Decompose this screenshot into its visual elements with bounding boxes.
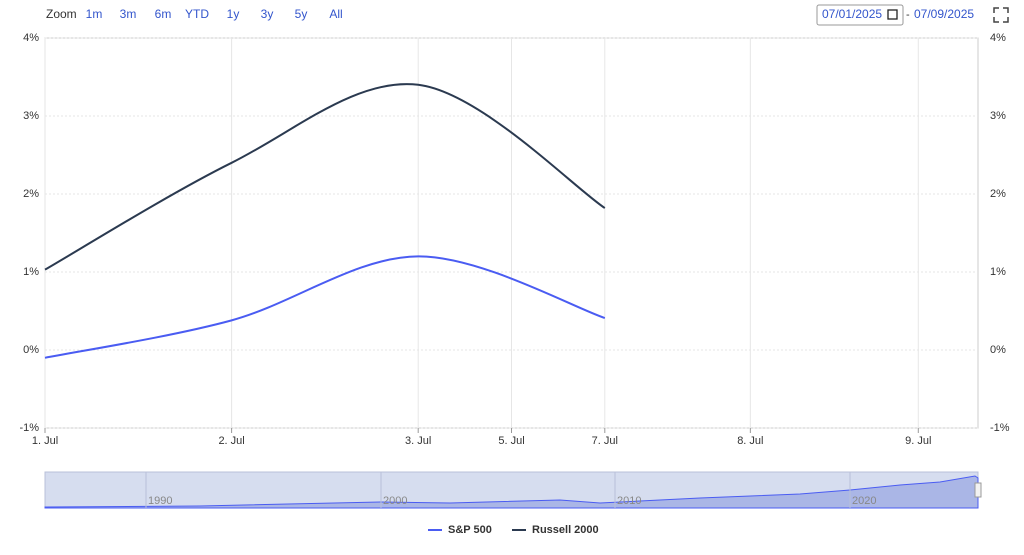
y-tick-label: 2% bbox=[23, 188, 39, 200]
y2-tick-label: 2% bbox=[990, 188, 1006, 200]
y2-tick-label: 4% bbox=[990, 32, 1006, 44]
navigator-label: 1990 bbox=[148, 495, 172, 507]
date-input[interactable] bbox=[816, 4, 904, 26]
y-tick-label: 1% bbox=[23, 266, 39, 278]
x-tick-label: 5. Jul bbox=[498, 435, 524, 447]
y2-tick-label: -1% bbox=[990, 422, 1010, 434]
range-button[interactable]: 5y bbox=[295, 7, 308, 21]
range-button[interactable]: 6m bbox=[155, 7, 172, 21]
legend-label[interactable]: Russell 2000 bbox=[532, 524, 599, 536]
navigator-label: 2000 bbox=[383, 495, 407, 507]
date-separator: - bbox=[906, 9, 910, 21]
range-button[interactable]: All bbox=[329, 7, 342, 21]
y-tick-label: -1% bbox=[19, 422, 39, 434]
fullscreen-icon[interactable] bbox=[993, 7, 1009, 23]
range-button[interactable]: 3m bbox=[120, 7, 137, 21]
navigator-handle[interactable] bbox=[974, 482, 982, 498]
x-tick-label: 7. Jul bbox=[592, 435, 618, 447]
range-button[interactable]: 3y bbox=[261, 7, 274, 21]
x-tick-label: 1. Jul bbox=[32, 435, 58, 447]
navigator-label: 2020 bbox=[852, 495, 876, 507]
date-from[interactable]: 07/01/2025 bbox=[822, 7, 882, 21]
x-tick-label: 9. Jul bbox=[905, 435, 931, 447]
y-tick-label: 4% bbox=[23, 32, 39, 44]
calendar-icon[interactable] bbox=[887, 9, 898, 20]
x-tick-label: 3. Jul bbox=[405, 435, 431, 447]
navigator-label: 2010 bbox=[617, 495, 641, 507]
range-button[interactable]: 1y bbox=[227, 7, 240, 21]
series-line bbox=[44, 83, 606, 271]
zoom-label: Zoom bbox=[46, 7, 77, 21]
y-tick-label: 0% bbox=[23, 344, 39, 356]
range-button[interactable]: 1m bbox=[86, 7, 103, 21]
y-tick-label: 3% bbox=[23, 110, 39, 122]
x-tick-label: 8. Jul bbox=[737, 435, 763, 447]
y2-tick-label: 0% bbox=[990, 344, 1006, 356]
x-tick-label: 2. Jul bbox=[218, 435, 244, 447]
series-line bbox=[44, 255, 606, 359]
legend-label[interactable]: S&P 500 bbox=[448, 524, 492, 536]
range-button[interactable]: YTD bbox=[185, 7, 209, 21]
date-to[interactable]: 07/09/2025 bbox=[914, 7, 974, 21]
y2-tick-label: 3% bbox=[990, 110, 1006, 122]
y2-tick-label: 1% bbox=[990, 266, 1006, 278]
